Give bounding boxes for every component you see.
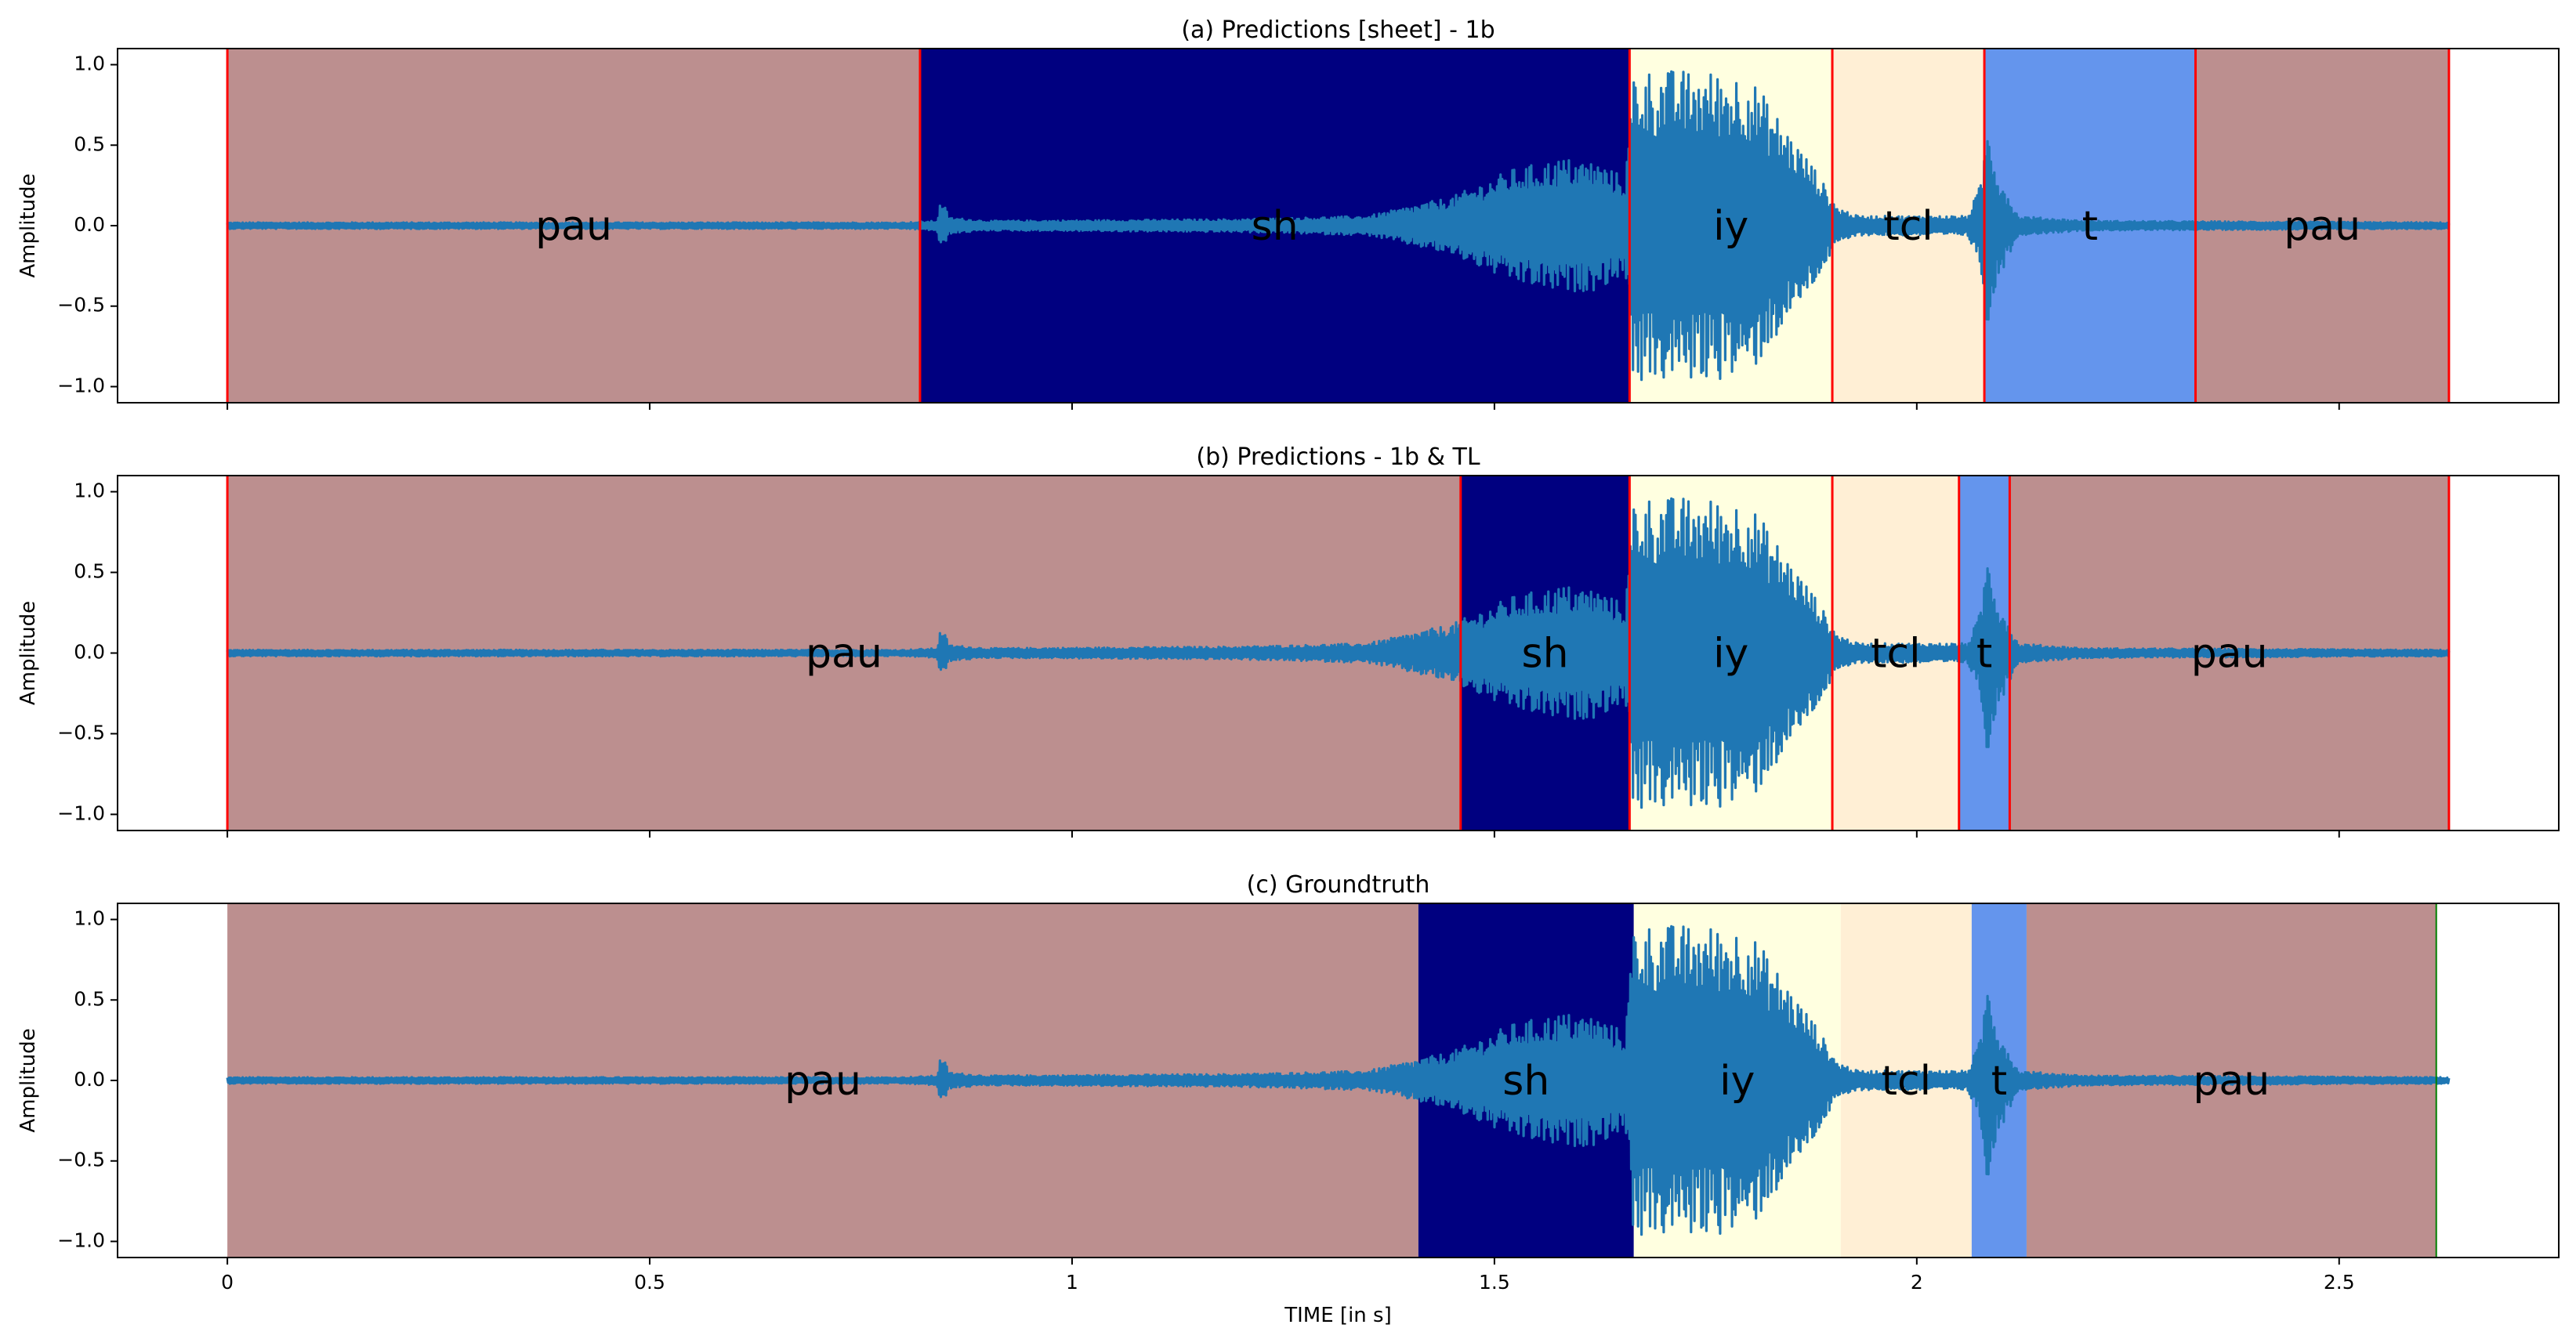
x-tick-label: 0 <box>221 1271 234 1294</box>
y-tick-label: 0.5 <box>74 987 105 1010</box>
panel-title: (a) Predictions [sheet] - 1b <box>1181 16 1495 44</box>
y-tick-label: −1.0 <box>57 1229 105 1251</box>
segment-label-iy: iy <box>1713 203 1748 250</box>
segment-label-iy: iy <box>1719 1058 1755 1105</box>
y-tick-label: −0.5 <box>57 721 105 744</box>
segment-label-sh: sh <box>1522 631 1569 678</box>
y-axis-label: Amplitude <box>16 601 40 705</box>
waveform-line <box>226 497 2451 809</box>
x-axis-label: TIME [in s] <box>1284 1304 1391 1327</box>
y-axis-label: Amplitude <box>16 1028 40 1132</box>
segment-label-iy: iy <box>1713 631 1748 678</box>
x-tick-label: 0.5 <box>634 1271 665 1294</box>
y-tick-label: 0.0 <box>74 641 105 664</box>
segment-label-pau: pau <box>2191 631 2268 678</box>
segment-label-pau: pau <box>806 631 882 678</box>
y-tick-label: 1.0 <box>74 52 105 75</box>
segment-label-sh: sh <box>1252 203 1299 250</box>
y-tick-label: −1.0 <box>57 374 105 396</box>
segment-label-t: t <box>1991 1058 2007 1105</box>
y-tick-label: 1.0 <box>74 480 105 502</box>
waveform-line <box>226 70 2451 382</box>
segment-label-sh: sh <box>1502 1058 1549 1105</box>
panel-title: (b) Predictions - 1b & TL <box>1196 443 1480 471</box>
segment-label-pau: pau <box>2193 1058 2270 1105</box>
x-tick-label: 1 <box>1066 1271 1078 1294</box>
segment-label-pau: pau <box>784 1058 861 1105</box>
segment-label-t: t <box>1976 631 1992 678</box>
segment-label-tcl: tcl <box>1882 1058 1931 1105</box>
y-tick-label: 0.0 <box>74 1068 105 1091</box>
x-tick-label: 1.5 <box>1479 1271 1510 1294</box>
y-tick-label: 1.0 <box>74 907 105 930</box>
segment-label-tcl: tcl <box>1871 631 1920 678</box>
y-tick-label: 0.0 <box>74 213 105 236</box>
x-tick-label: 2.5 <box>2324 1271 2355 1294</box>
y-tick-label: 0.5 <box>74 560 105 583</box>
y-tick-label: −1.0 <box>57 802 105 824</box>
waveform-line <box>226 925 2451 1236</box>
x-tick-label: 2 <box>1911 1271 1923 1294</box>
y-axis-label: Amplitude <box>16 173 40 277</box>
panel-3: (c) Groundtruth pau sh iy tcl t pau 1.0 0.5 0.0 −0… <box>16 871 2560 1327</box>
y-tick-label: −0.5 <box>57 1149 105 1171</box>
segment-label-t: t <box>2082 203 2098 250</box>
panel-title: (c) Groundtruth <box>1247 871 1430 899</box>
panel-2: (b) Predictions - 1b & TL pau sh iy tcl t pau 1… <box>16 443 2560 838</box>
y-tick-label: −0.5 <box>57 294 105 317</box>
segment-label-tcl: tcl <box>1883 203 1933 250</box>
segment-label-pau: pau <box>2284 203 2360 250</box>
y-tick-label: 0.5 <box>74 132 105 155</box>
panel-1: (a) Predictions [sheet] - 1b pau sh iy tcl t p… <box>16 16 2560 410</box>
segment-label-pau: pau <box>535 203 612 250</box>
